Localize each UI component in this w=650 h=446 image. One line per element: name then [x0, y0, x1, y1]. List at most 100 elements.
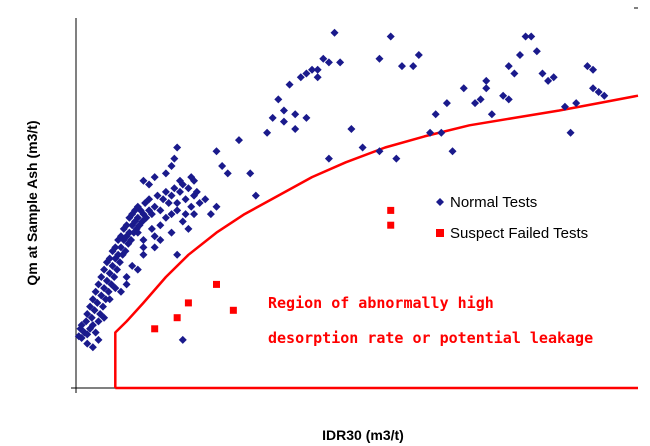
- data-point-normal: [122, 273, 131, 281]
- data-point-normal: [459, 84, 468, 93]
- data-point-normal: [94, 317, 103, 326]
- y-axis-title: Qm at Sample Ash (m3/t): [24, 120, 40, 285]
- data-point-normal: [173, 199, 182, 207]
- boundary-curve-layer: [114, 94, 639, 390]
- series-diamond: [74, 28, 609, 352]
- data-point-normal: [358, 143, 367, 152]
- data-point-normal: [392, 154, 401, 163]
- data-point-normal: [589, 84, 598, 93]
- data-point-normal: [184, 224, 193, 233]
- data-point-normal: [150, 243, 159, 252]
- data-point-normal: [83, 339, 92, 348]
- data-point-normal: [296, 73, 305, 82]
- legend-layer: Normal Tests Suspect Failed Tests: [428, 182, 636, 254]
- annotation-layer: Region of abnormally high desorption rate…: [268, 294, 593, 347]
- data-point-normal: [442, 99, 451, 108]
- data-point-normal: [181, 195, 190, 204]
- data-point-normal: [122, 221, 131, 230]
- data-point-normal: [499, 91, 508, 100]
- data-point-normal: [251, 191, 260, 200]
- data-point-normal: [195, 199, 204, 207]
- data-point-normal: [482, 84, 491, 93]
- data-point-normal: [139, 243, 148, 252]
- data-point-normal: [147, 224, 156, 233]
- data-point-normal: [156, 236, 165, 244]
- data-point-normal: [153, 191, 162, 200]
- data-point-normal: [302, 69, 311, 78]
- data-point-normal: [510, 69, 519, 78]
- data-point-normal: [105, 269, 114, 278]
- boundary-curve: [114, 94, 639, 388]
- data-point-normal: [212, 147, 221, 156]
- data-point-normal: [142, 213, 151, 222]
- data-point-normal: [178, 335, 187, 344]
- data-point-normal: [114, 250, 123, 259]
- data-point-failed: [151, 325, 159, 333]
- data-point-normal: [116, 287, 125, 296]
- legend-label-normal: Normal Tests: [450, 194, 537, 211]
- data-point-normal: [150, 202, 159, 211]
- data-point-normal: [285, 80, 294, 89]
- data-point-normal: [206, 210, 215, 219]
- annotation-line-2: desorption rate or potential leakage: [268, 329, 593, 347]
- data-point-normal: [279, 106, 288, 115]
- data-point-normal: [291, 110, 300, 119]
- data-point-normal: [190, 176, 199, 185]
- data-point-failed: [213, 280, 220, 288]
- data-point-normal: [159, 195, 168, 204]
- data-point-failed: [184, 299, 192, 307]
- data-point-normal: [476, 95, 485, 104]
- data-point-normal: [102, 276, 111, 285]
- data-point-normal: [178, 217, 187, 226]
- data-point-normal: [113, 265, 122, 274]
- data-point-normal: [544, 76, 553, 85]
- data-point-normal: [173, 206, 182, 215]
- data-point-normal: [190, 210, 199, 219]
- data-point-normal: [147, 210, 156, 219]
- data-point-normal: [170, 154, 179, 163]
- data-point-normal: [246, 169, 255, 178]
- legend-marker-normal: [436, 198, 444, 206]
- data-point-normal: [139, 236, 148, 244]
- data-point-normal: [88, 343, 97, 352]
- data-point-normal: [313, 73, 322, 82]
- data-point-normal: [128, 261, 137, 270]
- data-point-normal: [279, 117, 288, 126]
- data-point-normal: [302, 113, 311, 122]
- data-point-normal: [108, 261, 117, 270]
- data-point-normal: [133, 213, 142, 222]
- data-point-normal: [164, 199, 173, 207]
- data-point-normal: [139, 176, 148, 185]
- data-point-normal: [90, 306, 99, 315]
- data-point-normal: [223, 169, 232, 178]
- data-point-normal: [145, 180, 154, 189]
- data-point-normal: [319, 54, 328, 63]
- data-point-normal: [88, 321, 97, 330]
- data-point-normal: [324, 154, 333, 163]
- data-point-normal: [173, 143, 182, 152]
- data-point-normal: [268, 113, 277, 122]
- data-point-normal: [104, 287, 113, 296]
- data-point-normal: [330, 28, 339, 37]
- data-point-normal: [431, 110, 440, 119]
- data-point-normal: [167, 162, 176, 170]
- data-point-normal: [583, 62, 592, 71]
- data-point-normal: [133, 265, 142, 274]
- text-layer: IDR30 (m3/t) Qm at Sample Ash (m3/t): [24, 120, 404, 443]
- data-point-normal: [386, 32, 395, 41]
- data-point-normal: [77, 334, 86, 343]
- data-point-normal: [527, 32, 536, 41]
- data-point-normal: [161, 169, 170, 178]
- legend-marker-failed: [436, 229, 444, 237]
- data-point-failed: [387, 206, 395, 214]
- data-point-normal: [375, 54, 384, 63]
- data-point-normal: [291, 125, 300, 133]
- data-point-normal: [192, 187, 201, 196]
- data-point-normal: [308, 65, 317, 74]
- data-point-normal: [566, 128, 575, 137]
- data-point-normal: [87, 313, 96, 322]
- data-point-normal: [156, 221, 165, 230]
- data-point-normal: [589, 65, 598, 74]
- data-point-normal: [139, 250, 148, 259]
